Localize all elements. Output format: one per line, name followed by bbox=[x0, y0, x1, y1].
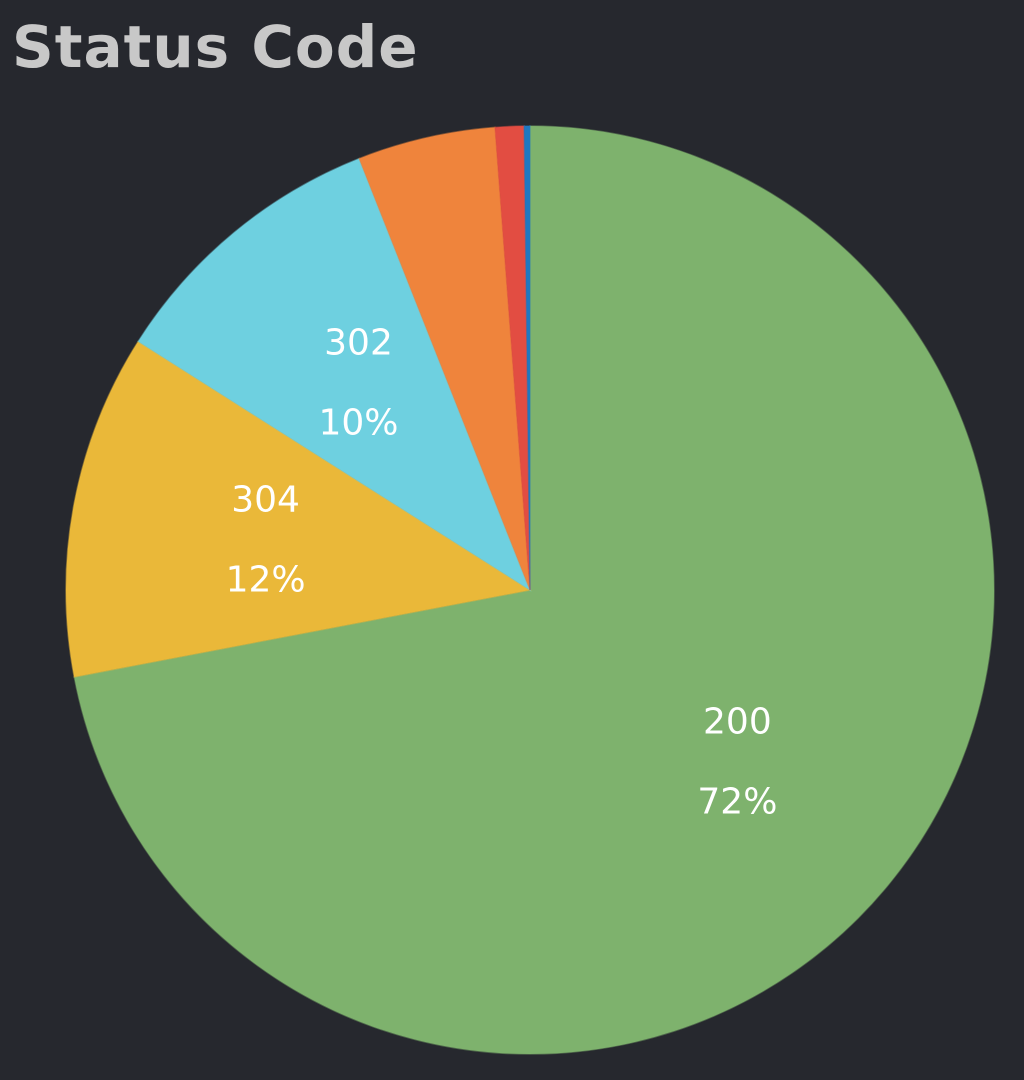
pie-slice-3[interactable] bbox=[358, 126, 531, 591]
pie-slice-302[interactable] bbox=[137, 157, 532, 592]
pie-slices bbox=[65, 125, 995, 1055]
slice-percent-302: 10% bbox=[318, 403, 398, 444]
pie-slice-200[interactable] bbox=[73, 125, 995, 1055]
pie-labels: 200 72% 304 12% 302 10% bbox=[226, 323, 778, 823]
pie-slice-5[interactable] bbox=[523, 125, 531, 591]
slice-label-302: 302 bbox=[324, 323, 393, 364]
slice-percent-304: 12% bbox=[226, 560, 306, 601]
pie-slice-304[interactable] bbox=[65, 340, 533, 678]
slice-label-200: 200 bbox=[703, 702, 772, 743]
slice-percent-200: 72% bbox=[697, 782, 777, 823]
pie-slice-4[interactable] bbox=[494, 125, 531, 591]
slice-label-304: 304 bbox=[231, 480, 300, 521]
panel-title: Status Code bbox=[12, 13, 419, 81]
